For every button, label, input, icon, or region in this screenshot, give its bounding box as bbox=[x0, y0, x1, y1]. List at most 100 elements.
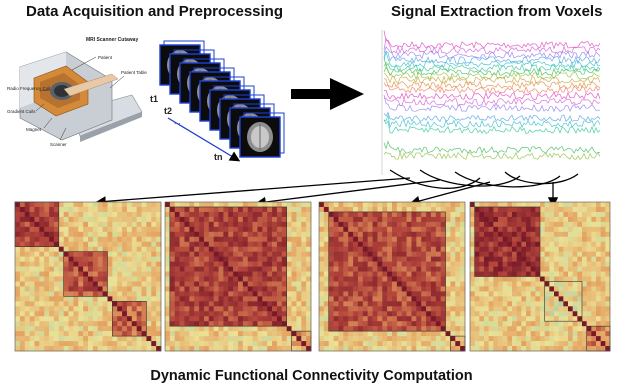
matrix-cell bbox=[498, 236, 503, 243]
matrix-cell bbox=[238, 346, 244, 352]
matrix-cell bbox=[343, 316, 349, 322]
matrix-cell bbox=[411, 226, 417, 233]
matrix-cell bbox=[479, 316, 485, 322]
matrix-cell bbox=[600, 301, 606, 307]
matrix-cell bbox=[338, 261, 344, 267]
matrix-cell bbox=[357, 236, 364, 243]
matrix-cell bbox=[502, 336, 508, 342]
matrix-cell bbox=[257, 321, 263, 327]
matrix-cell bbox=[516, 266, 522, 272]
matrix-cell bbox=[53, 211, 60, 218]
matrix-cell bbox=[348, 241, 354, 247]
matrix-cell bbox=[179, 296, 185, 302]
matrix-cell bbox=[24, 206, 30, 213]
matrix-cell bbox=[122, 341, 128, 347]
matrix-cell bbox=[306, 211, 312, 218]
matrix-cell bbox=[262, 321, 268, 327]
matrix-cell bbox=[367, 336, 373, 342]
matrix-cell bbox=[112, 326, 118, 332]
matrix-cell bbox=[502, 286, 508, 292]
matrix-cell bbox=[484, 211, 489, 218]
matrix-cell bbox=[502, 202, 508, 208]
matrix-cell bbox=[411, 266, 417, 272]
matrix-cell bbox=[213, 301, 219, 307]
matrix-cell bbox=[242, 251, 249, 257]
matrix-cell bbox=[544, 306, 550, 312]
matrix-cell bbox=[15, 261, 21, 267]
matrix-cell bbox=[516, 236, 522, 243]
matrix-cell bbox=[156, 281, 162, 287]
matrix-cell bbox=[257, 341, 263, 347]
matrix-cell bbox=[83, 296, 89, 302]
matrix-cell bbox=[151, 231, 157, 238]
matrix-cell bbox=[15, 202, 21, 208]
matrix-cell bbox=[78, 251, 84, 257]
matrix-cell bbox=[174, 266, 180, 272]
matrix-cell bbox=[286, 226, 292, 233]
matrix-cell bbox=[416, 266, 422, 272]
matrix-cell bbox=[238, 321, 244, 327]
matrix-cell bbox=[252, 301, 258, 307]
matrix-cell bbox=[112, 341, 118, 347]
matrix-cell bbox=[530, 336, 536, 342]
matrix-cell bbox=[582, 336, 587, 342]
matrix-cell bbox=[502, 216, 508, 223]
matrix-cell bbox=[535, 216, 541, 223]
matrix-cell bbox=[319, 316, 325, 322]
matrix-cell bbox=[530, 286, 536, 292]
matrix-cell bbox=[126, 316, 133, 322]
matrix-cell bbox=[474, 296, 480, 302]
matrix-cell bbox=[421, 341, 427, 347]
matrix-cell bbox=[179, 266, 185, 272]
matrix-cell bbox=[213, 211, 219, 218]
matrix-cell bbox=[338, 246, 344, 252]
matrix-cell bbox=[73, 216, 79, 223]
matrix-cell bbox=[530, 276, 536, 282]
matrix-cell bbox=[507, 241, 513, 247]
matrix-cell bbox=[512, 336, 517, 342]
matrix-cell bbox=[203, 326, 210, 332]
matrix-cell bbox=[535, 326, 541, 332]
matrix-cell bbox=[343, 281, 349, 287]
matrix-cell bbox=[479, 281, 485, 287]
matrix-cell bbox=[455, 266, 461, 272]
matrix-cell bbox=[577, 266, 583, 272]
matrix-cell bbox=[131, 306, 137, 312]
matrix-cell bbox=[151, 251, 157, 257]
matrix-cell bbox=[382, 256, 388, 262]
matrix-cell bbox=[194, 321, 200, 327]
matrix-cell bbox=[572, 216, 578, 223]
matrix-cell bbox=[435, 326, 441, 332]
matrix-cell bbox=[507, 216, 513, 223]
matrix-cell bbox=[34, 316, 40, 322]
matrix-cell bbox=[563, 286, 569, 292]
matrix-cell bbox=[554, 206, 559, 213]
matrix-cell bbox=[568, 226, 573, 233]
matrix-cell bbox=[387, 241, 393, 247]
matrix-cell bbox=[563, 221, 569, 228]
matrix-cell bbox=[440, 301, 446, 307]
matrix-cell bbox=[83, 211, 89, 218]
matrix-cell bbox=[34, 276, 40, 282]
matrix-cell bbox=[319, 221, 325, 228]
matrix-cell bbox=[516, 316, 522, 322]
matrix-cell bbox=[252, 276, 258, 282]
matrix-cell bbox=[470, 281, 475, 287]
matrix-cell bbox=[194, 286, 200, 292]
matrix-cell bbox=[382, 336, 388, 342]
matrix-cell bbox=[338, 321, 344, 327]
matrix-cell bbox=[474, 221, 480, 228]
matrix-cell bbox=[563, 336, 569, 342]
matrix-cell bbox=[382, 316, 388, 322]
matrix-cell bbox=[208, 346, 214, 352]
matrix-cell bbox=[213, 216, 219, 223]
matrix-cell bbox=[223, 281, 229, 287]
matrix-cell bbox=[97, 286, 103, 292]
matrix-cell bbox=[174, 256, 180, 262]
matrix-cell bbox=[455, 271, 461, 277]
matrix-cell bbox=[272, 241, 278, 247]
matrix-cell bbox=[174, 346, 180, 352]
matrix-cell bbox=[582, 202, 587, 208]
matrix-cell bbox=[521, 286, 527, 292]
matrix-cell bbox=[117, 326, 123, 332]
